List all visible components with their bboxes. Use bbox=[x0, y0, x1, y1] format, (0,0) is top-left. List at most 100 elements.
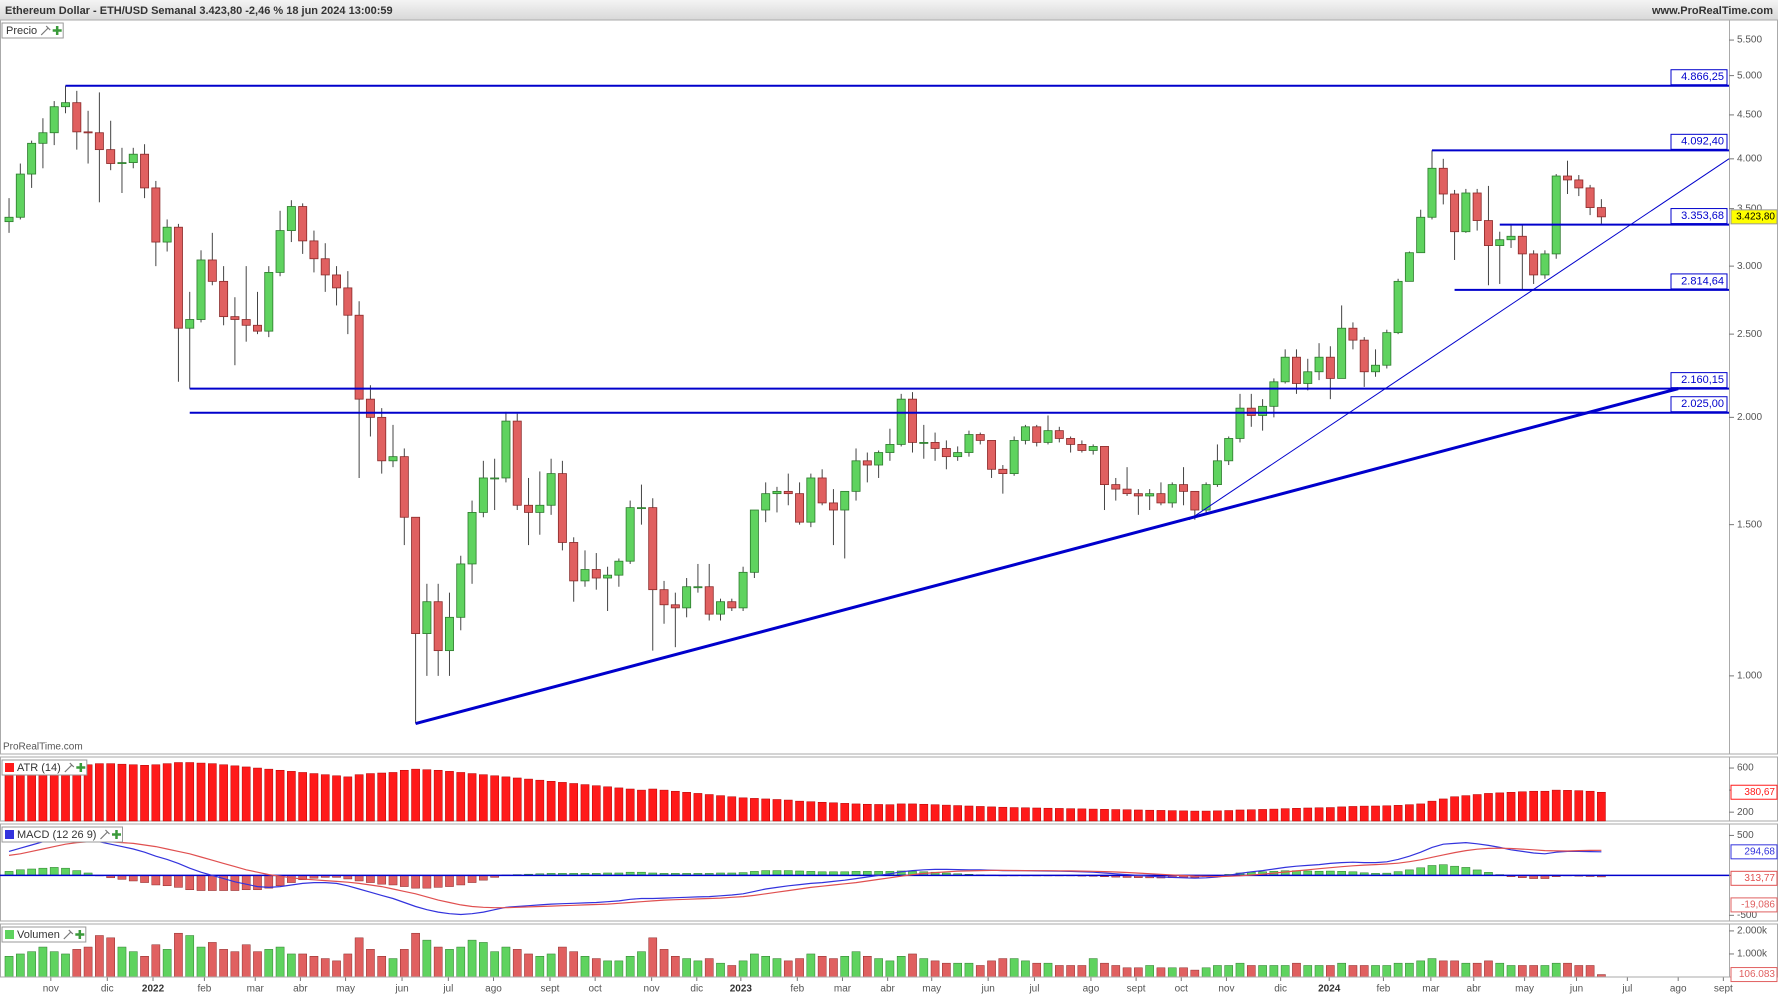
atr-bar bbox=[1529, 790, 1538, 822]
volume-bar bbox=[1472, 962, 1482, 978]
volume-bar bbox=[603, 960, 612, 978]
candle-body bbox=[467, 512, 477, 565]
atr-bar bbox=[1382, 805, 1392, 822]
macd-histogram-bar bbox=[1405, 869, 1414, 876]
candle-body bbox=[1088, 446, 1098, 451]
atr-bar bbox=[1348, 806, 1358, 822]
atr-bar bbox=[795, 800, 804, 822]
candle-body bbox=[275, 230, 285, 273]
volume-bar bbox=[851, 951, 861, 978]
candle-body bbox=[445, 616, 454, 652]
atr-bar bbox=[264, 768, 274, 822]
macd-histogram-bar bbox=[61, 867, 70, 876]
add-icon bbox=[76, 763, 86, 772]
volume-bar bbox=[637, 951, 646, 978]
atr-bar bbox=[975, 806, 985, 822]
atr-bar bbox=[829, 802, 838, 822]
candle-body bbox=[716, 601, 725, 615]
atr-bar bbox=[1326, 807, 1335, 822]
candle-body bbox=[478, 477, 488, 513]
y-tick-label: 5.000 bbox=[1737, 70, 1762, 81]
candle-body bbox=[151, 187, 161, 243]
y-tick-label: 1.500 bbox=[1737, 519, 1762, 530]
atr-bar bbox=[253, 767, 262, 822]
panel-title: MACD (12 26 9) bbox=[17, 829, 96, 841]
last-value-label: 313,77 bbox=[1744, 873, 1775, 884]
candle-body bbox=[1043, 430, 1053, 443]
volume-bar bbox=[1280, 965, 1290, 978]
candle-body bbox=[1337, 327, 1347, 379]
volume-bar bbox=[682, 958, 691, 978]
volume-bar bbox=[343, 953, 353, 978]
volume-bar bbox=[1529, 965, 1538, 978]
candle-body bbox=[682, 586, 692, 609]
volume-bar bbox=[1111, 965, 1121, 978]
atr-bar bbox=[512, 777, 522, 822]
volume-bar bbox=[422, 939, 432, 978]
x-tick-label: abr bbox=[1467, 984, 1482, 995]
x-tick-label: may bbox=[336, 984, 355, 995]
candle-body bbox=[456, 563, 466, 618]
x-tick-label: sept bbox=[1714, 984, 1733, 995]
volume-bar bbox=[1122, 967, 1132, 978]
x-tick-label: sept bbox=[541, 984, 560, 995]
atr-bar bbox=[863, 803, 872, 822]
volume-bar bbox=[117, 946, 127, 978]
candle-body bbox=[1450, 193, 1460, 233]
atr-bar bbox=[671, 790, 680, 822]
macd-histogram-bar bbox=[377, 875, 387, 885]
atr-bar bbox=[896, 803, 906, 822]
candle-body bbox=[83, 131, 93, 134]
atr-bar bbox=[614, 787, 624, 822]
candle-body bbox=[1393, 280, 1403, 334]
volume-bar bbox=[535, 956, 545, 978]
volume-bar bbox=[411, 932, 420, 978]
candle-body bbox=[332, 274, 342, 289]
candle-body bbox=[693, 586, 703, 589]
volume-bar bbox=[1506, 965, 1516, 978]
level-label-box bbox=[1670, 133, 1728, 150]
atr-bar bbox=[95, 763, 104, 822]
volume-bar bbox=[16, 953, 25, 978]
atr-bar bbox=[83, 764, 93, 822]
candle-body bbox=[749, 509, 759, 573]
trendline bbox=[1188, 158, 1730, 521]
atr-bar bbox=[1405, 804, 1414, 822]
candle-body bbox=[196, 259, 206, 320]
volume-bar bbox=[1145, 965, 1154, 978]
last-value-label: 380,67 bbox=[1744, 787, 1775, 798]
volume-bar bbox=[445, 949, 454, 978]
atr-bar bbox=[332, 775, 341, 822]
candle-body bbox=[4, 216, 14, 223]
volume-bar bbox=[1246, 965, 1256, 978]
atr-bar bbox=[16, 771, 25, 822]
candle-body bbox=[1133, 493, 1143, 497]
candle-body bbox=[320, 258, 330, 276]
panel-title: Precio bbox=[6, 25, 37, 37]
candle-body bbox=[1179, 484, 1189, 492]
candle-body bbox=[1517, 235, 1527, 255]
volume-bar bbox=[83, 946, 93, 978]
atr-bar bbox=[1461, 795, 1471, 822]
atr-bar bbox=[1551, 789, 1561, 822]
header-title: Ethereum Dollar - ETH/USD Semanal 3.423,… bbox=[5, 5, 393, 17]
candle-body bbox=[580, 569, 590, 582]
atr-bar bbox=[1427, 800, 1437, 822]
candle-body bbox=[659, 589, 669, 606]
volume-bar bbox=[1303, 965, 1313, 978]
volume-bar bbox=[309, 956, 319, 978]
atr-bar bbox=[1585, 790, 1595, 822]
x-tick-label: may bbox=[922, 984, 941, 995]
atr-bar bbox=[490, 775, 499, 822]
atr-bar bbox=[38, 768, 48, 822]
macd-histogram-bar bbox=[151, 875, 161, 886]
candle-body bbox=[625, 507, 635, 562]
trendline bbox=[415, 387, 1679, 725]
volume-bar bbox=[1167, 967, 1177, 978]
volume-bar bbox=[1359, 965, 1369, 978]
candle-body bbox=[1269, 381, 1279, 407]
atr-bar bbox=[1450, 796, 1459, 822]
header-site[interactable]: www.ProRealTime.com bbox=[1651, 5, 1773, 17]
y-tick-label: 2.000k bbox=[1737, 926, 1768, 937]
candle-body bbox=[72, 102, 82, 133]
